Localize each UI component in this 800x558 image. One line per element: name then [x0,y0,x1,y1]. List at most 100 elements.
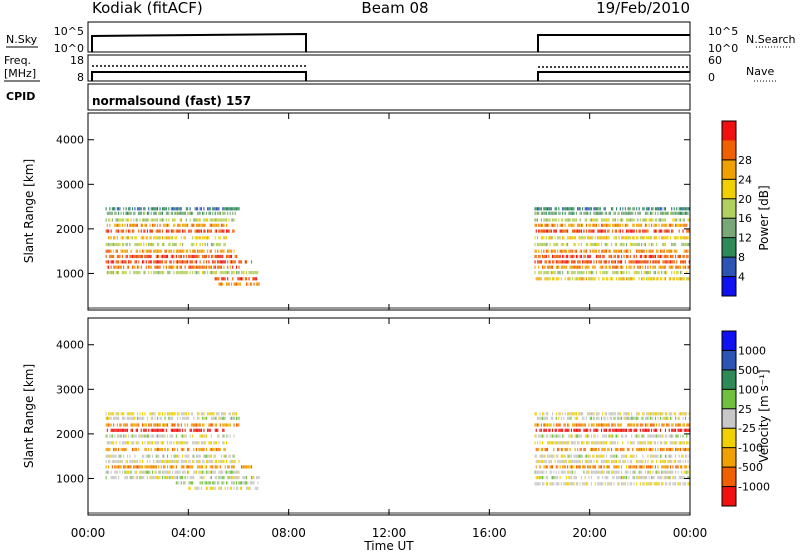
echo-cell [233,260,235,264]
echo-cell [555,465,557,469]
echo-cell [193,454,195,458]
echo-cell [680,277,682,281]
echo-cell [110,254,112,259]
echo-cell [621,476,623,480]
echo-cell [603,423,605,427]
echo-cell [215,412,217,416]
echo-cell [583,447,585,452]
echo-cell [542,412,544,416]
echo-cell [213,470,215,474]
echo-cell [105,454,107,458]
echo-cell [593,465,595,469]
echo-cell [549,459,551,464]
echo-cell [686,242,688,247]
echo-cell [592,271,594,275]
echo-cell [588,277,590,281]
echo-cell [598,412,600,416]
echo-cell [226,271,228,275]
echo-cell [129,454,131,458]
echo-cell [552,277,554,281]
echo-cell [568,416,570,420]
echo-cell [687,265,689,269]
echo-cell [641,242,643,247]
echo-cell [557,476,559,480]
echo-cell [544,428,546,432]
echo-cell [172,465,174,469]
echo-cell [190,412,192,416]
echo-cell [603,447,605,452]
echo-cell [652,416,654,420]
echo-cell [154,211,156,215]
echo-cell [208,454,210,458]
echo-cell [677,434,679,438]
echo-cell [657,470,659,474]
echo-cell [643,242,645,247]
echo-cell [593,207,595,211]
echo-cell [637,242,639,247]
echo-cell [258,282,260,286]
echo-cell [648,277,650,281]
echo-cell [607,271,609,275]
echo-cell [671,423,673,427]
echo-cell [169,412,171,416]
echo-cell [614,249,616,253]
echo-cell [557,265,559,269]
echo-cell [568,434,570,438]
echo-cell [558,459,560,464]
echo-cell [180,465,182,469]
colorbar-tick-label: 8 [738,251,745,264]
echo-cell [134,260,136,264]
echo-cell [246,486,248,490]
echo-cell [227,423,229,427]
echo-cell [160,249,162,253]
echo-cell [553,470,555,474]
echo-cell [155,211,157,215]
echo-cell [569,218,571,222]
echo-cell [114,447,116,452]
echo-cell [237,271,239,275]
echo-cell [167,465,169,469]
echo-cell [145,242,147,247]
echo-cell [192,254,194,259]
echo-cell [114,207,116,211]
echo-cell [614,434,616,438]
echo-cell [534,265,536,269]
echo-cell [130,476,132,480]
echo-cell [139,459,141,464]
echo-cell [229,416,231,420]
echo-cell [631,265,633,269]
echo-cell [203,265,205,269]
echo-cell [210,218,212,222]
echo-cell [570,441,572,445]
echo-cell [182,441,184,445]
echo-cell [116,254,118,259]
echo-cell [143,271,145,275]
echo-cell [602,211,604,215]
echo-cell [200,470,202,474]
echo-cell [195,454,197,458]
echo-cell [177,428,179,432]
echo-cell [157,447,159,452]
echo-cell [535,423,537,427]
echo-cell [672,242,674,247]
echo-cell [534,218,536,222]
echo-cell [562,236,564,240]
echo-cell [606,428,608,432]
echo-cell [675,236,677,240]
echo-cell [569,265,571,269]
echo-cell [109,416,111,420]
echo-cell [545,236,547,240]
echo-cell [148,428,150,432]
echo-cell [652,218,654,222]
echo-cell [649,249,651,253]
echo-cell [649,265,651,269]
echo-cell [227,282,229,286]
echo-cell [110,236,112,240]
echo-cell [594,277,596,281]
echo-cell [146,434,148,438]
echo-cell [549,482,551,486]
echo-cell [675,428,677,432]
echo-cell [163,434,165,438]
echo-cell [658,412,660,416]
